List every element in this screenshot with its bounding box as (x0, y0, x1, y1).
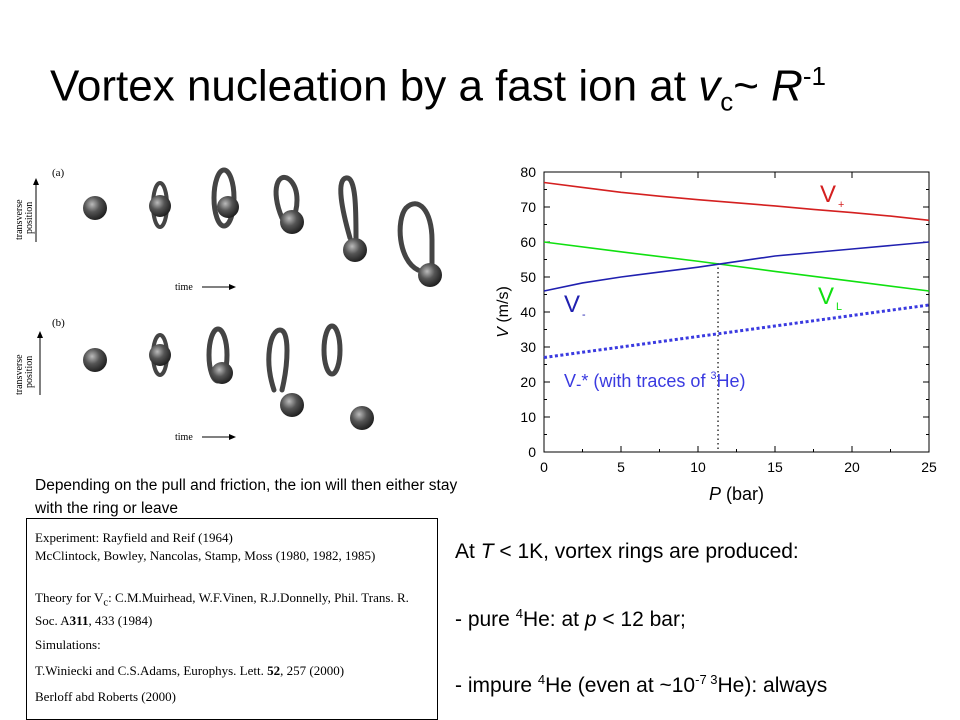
x-tick-label: 25 (921, 459, 937, 475)
y-tick-label: 50 (520, 269, 536, 285)
v-plus-label: V + (820, 181, 844, 211)
x-tick-label: 0 (540, 459, 548, 475)
simulation-caption: Depending on the pull and friction, the … (35, 477, 458, 517)
y-tick-label: 20 (520, 374, 536, 390)
y-tick-label: 70 (520, 199, 536, 215)
y-tick-label: 40 (520, 304, 536, 320)
page-title: Vortex nucleation by a fast ion at vc~ R… (50, 61, 827, 117)
ref-simulation-1: T.Winiecki and C.S.Adams, Europhys. Lett… (35, 662, 345, 678)
snapshot-row-a (83, 167, 442, 287)
y-tick-label: 80 (520, 164, 536, 180)
y-tick-label: 60 (520, 234, 536, 250)
v-minus-star-line (543, 303, 930, 359)
y-tick-label: 0 (528, 444, 536, 460)
panel-b-axes: transverse position time (14, 331, 236, 443)
snapshot-row-b (83, 323, 374, 430)
note-line-1: At T < 1K, vortex rings are produced: (455, 540, 799, 563)
chart-svg: 0 5 10 15 20 25 0 10 20 30 40 50 60 70 80 P (bar) V (m/s… (495, 164, 937, 504)
v-plus-line (543, 181, 930, 222)
time-label-b: time (175, 432, 193, 443)
time-label-a: time (175, 282, 193, 293)
v-minus-star-label: V-* (with traces of 3He) (564, 370, 745, 394)
ref-simulations-heading: Simulations: (35, 636, 101, 652)
vertical-axis-label-b-2: position (24, 356, 35, 388)
ref-experiment: Experiment: Rayfield and Reif (1964) (35, 530, 233, 545)
x-tick-label: 15 (767, 459, 783, 475)
v-minus-line (543, 241, 930, 292)
v-minus-label: V- (564, 291, 586, 321)
references-box: Experiment: Rayfield and Reif (1964) McC… (26, 518, 438, 720)
x-tick-label: 5 (617, 459, 625, 475)
panel-b-label: (b) (52, 317, 65, 329)
note-line-3: - impure 4He (even at ~10-7 3He): always (455, 672, 828, 697)
x-axis-label: P (bar) (709, 484, 764, 504)
vertical-axis-label-a-2: position (24, 202, 35, 234)
y-tick-label: 10 (520, 409, 536, 425)
panel-a-axes: transverse position time (14, 178, 236, 293)
y-tick-label: 30 (520, 339, 536, 355)
v-landau-line (543, 241, 930, 292)
vertical-axis-label-b-1: transverse (14, 354, 25, 395)
vertical-axis-label-a-1: transverse (14, 199, 25, 240)
simulation-figure: (a) (b) transverse position time transve… (14, 167, 442, 443)
ref-simulation-2: Berloff abd Roberts (2000) (35, 688, 176, 704)
panel-a-label: (a) (52, 167, 65, 179)
ref-experiment-2: McClintock, Bowley, Nancolas, Stamp, Mos… (35, 548, 376, 563)
note-line-2: - pure 4He: at p < 12 bar; (455, 606, 686, 631)
ref-theory: Theory for Vc: C.M.Muirhead, W.F.Vinen, … (35, 590, 409, 628)
x-tick-label: 10 (690, 459, 706, 475)
velocity-pressure-chart: 0 5 10 15 20 25 0 10 20 30 40 50 60 70 80 P (bar) V (m/s… (480, 150, 950, 520)
x-tick-label: 20 (844, 459, 860, 475)
y-axis-label: V (m/s) (495, 286, 512, 338)
